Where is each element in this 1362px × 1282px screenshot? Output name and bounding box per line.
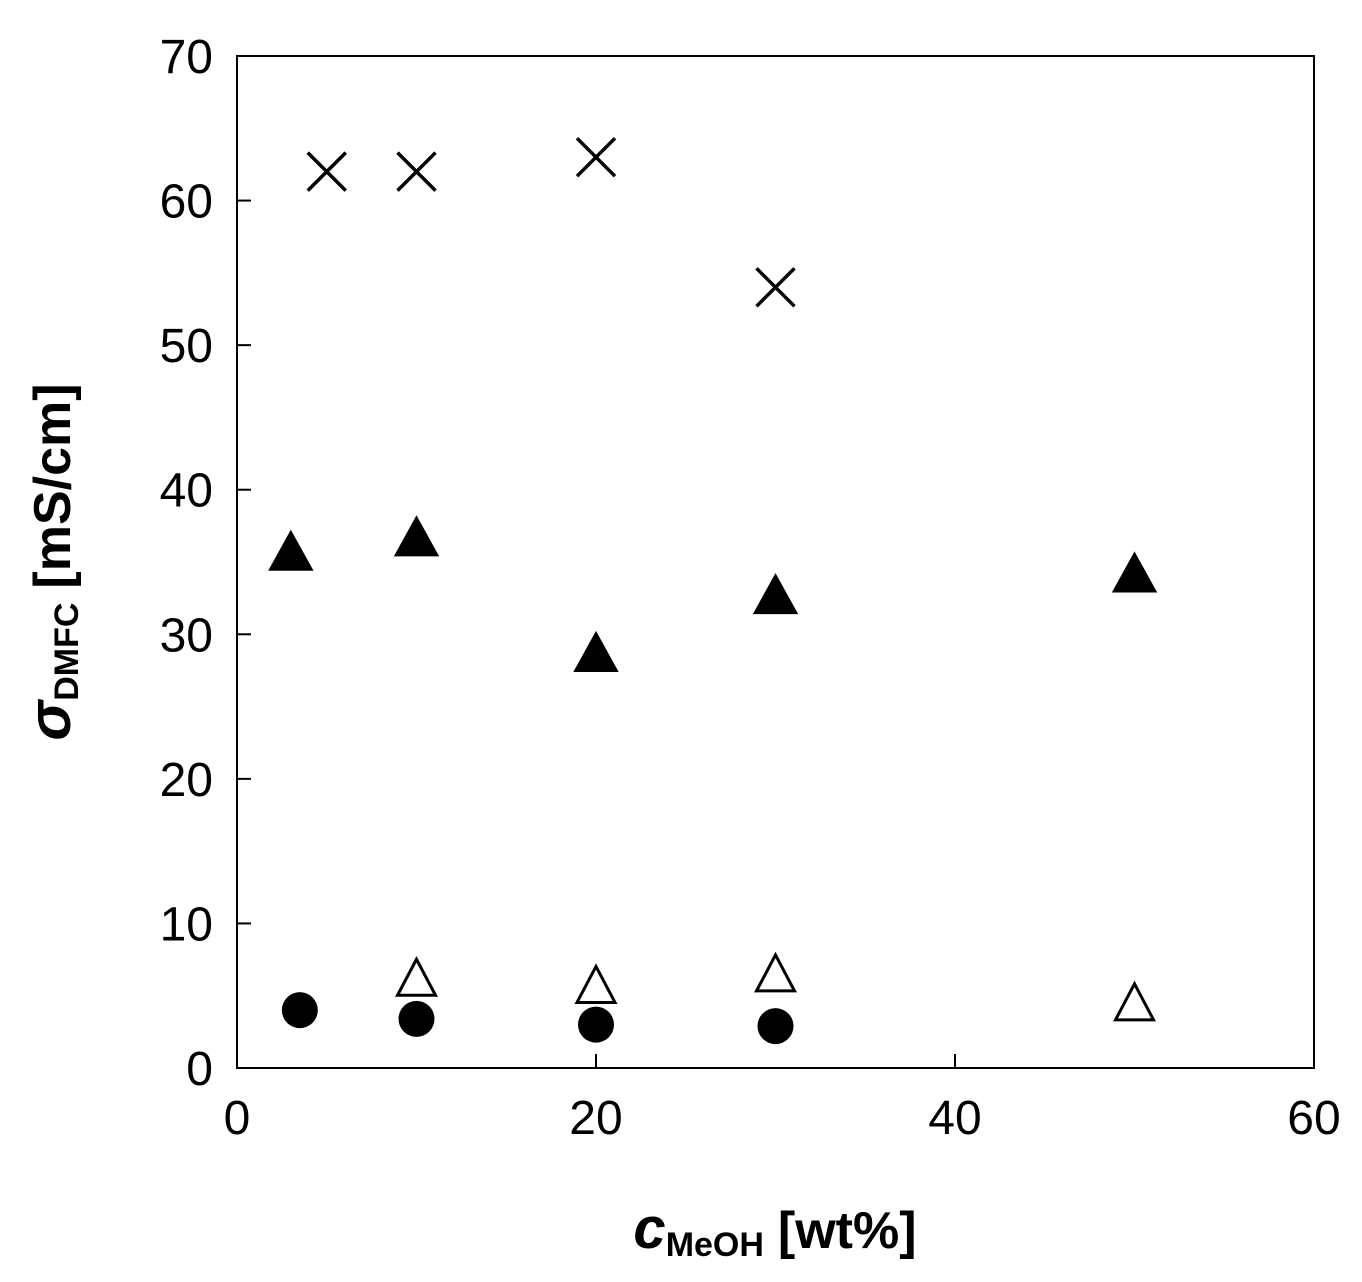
data-point-open-triangle: [754, 951, 797, 993]
data-point-filled-triangle: [752, 573, 799, 615]
data-point-cross: [396, 151, 437, 192]
x-tick-label: 20: [569, 1092, 622, 1145]
data-point-filled-triangle: [393, 515, 440, 557]
data-point-filled-circle: [281, 992, 318, 1029]
y-tick-label: 30: [160, 609, 213, 662]
y-tick-label: 40: [160, 465, 213, 518]
y-axis-label-subscript: DMFC: [48, 603, 86, 701]
y-axis-ticks: 0 10 20 30 40 50 60 70: [160, 31, 251, 1096]
x-axis-label: cMeOH [wt%]: [633, 1196, 916, 1264]
data-point-cross: [306, 151, 347, 192]
x-tick-label: 0: [224, 1092, 251, 1145]
y-tick-label: 70: [160, 31, 213, 84]
y-axis-label-unit: [mS/cm]: [24, 383, 82, 588]
x-tick-label: 40: [928, 1092, 981, 1145]
data-point-open-triangle: [574, 963, 618, 1004]
x-axis-ticks: 0 20 40 60: [224, 1054, 1341, 1145]
data-points: [268, 136, 1158, 1045]
x-axis-label-main: c: [633, 1196, 665, 1261]
data-point-filled-circle: [757, 1008, 794, 1045]
data-point-filled-circle: [398, 1000, 435, 1037]
data-point-filled-triangle: [573, 630, 619, 672]
data-point-cross: [575, 136, 617, 178]
y-tick-label: 20: [160, 754, 213, 807]
data-point-filled-circle: [578, 1006, 614, 1043]
data-point-filled-triangle: [268, 529, 314, 571]
data-point-cross: [755, 267, 796, 308]
x-tick-label: 60: [1287, 1092, 1340, 1145]
y-tick-label: 0: [186, 1043, 213, 1096]
x-axis-label-subscript: MeOH: [666, 1226, 764, 1264]
y-tick-label: 50: [160, 320, 213, 373]
plot-frame: [236, 55, 1315, 1069]
data-point-open-triangle: [395, 956, 438, 997]
y-axis-label: σDMFC [mS/cm]: [16, 383, 86, 740]
y-tick-label: 10: [160, 898, 213, 951]
y-tick-label: 60: [160, 176, 213, 229]
data-point-filled-triangle: [1111, 551, 1158, 593]
y-axis-label-main: σ: [16, 699, 83, 741]
data-point-open-triangle: [1113, 980, 1156, 1022]
x-axis-label-unit: [wt%]: [778, 1202, 917, 1260]
